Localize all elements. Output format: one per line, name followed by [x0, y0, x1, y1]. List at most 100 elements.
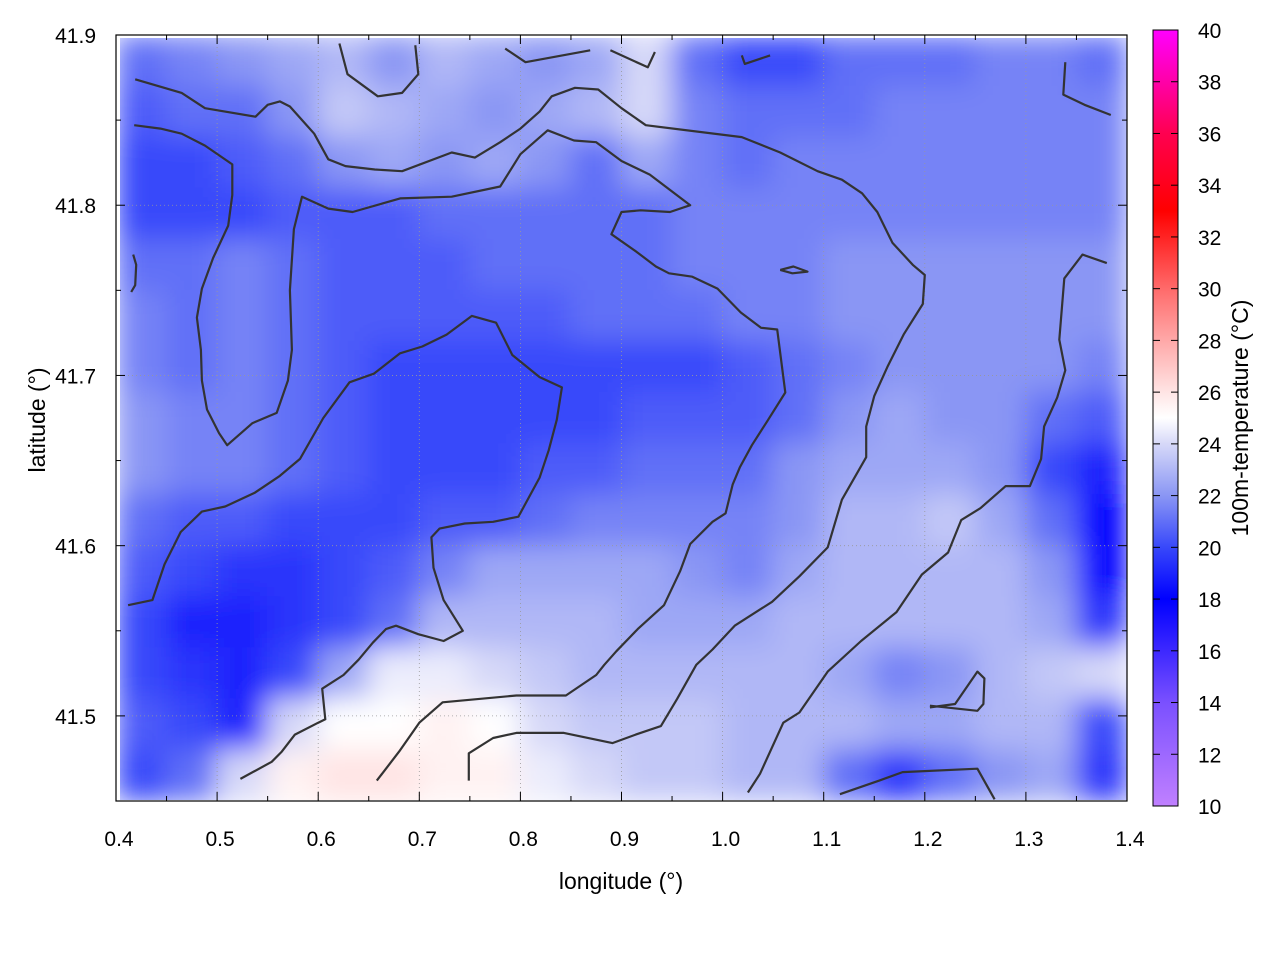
heatmap-cell	[570, 340, 622, 393]
heatmap-cell	[519, 596, 572, 649]
heatmap-cell	[823, 698, 875, 751]
contour-line	[1062, 62, 1112, 117]
heatmap-cell	[1075, 647, 1127, 700]
colorbar-tick-label: 20	[1198, 537, 1221, 560]
heatmap-cell	[823, 289, 875, 342]
heatmap-cell	[267, 391, 319, 445]
heatmap-cell	[317, 340, 370, 393]
heatmap-cell	[120, 647, 168, 700]
colorbar-tick-label: 40	[1198, 20, 1221, 43]
heatmap-cell	[120, 85, 168, 138]
heatmap-cell	[772, 187, 825, 240]
heatmap-cell	[671, 391, 724, 445]
heatmap-cell	[924, 749, 976, 800]
heatmap-cell	[722, 391, 774, 445]
heatmap-cell	[216, 545, 269, 598]
x-tick-label: 1.2	[913, 828, 942, 851]
heatmap-cell	[267, 136, 319, 189]
heatmap-cell	[621, 698, 673, 751]
heatmap-cell	[368, 238, 420, 291]
x-tick-label: 1.1	[812, 828, 841, 851]
heatmap-cell	[267, 596, 319, 649]
x-tick-label: 0.9	[610, 828, 639, 851]
x-tick-label: 1.4	[1115, 828, 1145, 851]
heatmap-cell	[873, 647, 926, 700]
heatmap-cell	[570, 545, 622, 598]
heatmap-cell	[974, 340, 1027, 393]
heatmap-cell	[974, 38, 1027, 87]
heatmap-cell	[924, 136, 976, 189]
heatmap-cell	[722, 187, 774, 240]
heatmap-cell	[772, 38, 825, 87]
heatmap-cell	[1025, 443, 1077, 496]
heatmap-cell	[267, 289, 319, 342]
contour-line	[127, 314, 564, 780]
heatmap-cell	[772, 698, 825, 751]
heatmap-cell	[216, 596, 269, 649]
contour-line	[504, 47, 591, 64]
colorbar-tick-label: 22	[1198, 486, 1221, 509]
heatmap-cell	[570, 391, 622, 445]
heatmap-cell	[469, 289, 521, 342]
heatmap-cell	[873, 749, 926, 800]
colorbar	[1152, 29, 1179, 807]
contour-line	[929, 670, 986, 712]
heatmap-cell	[267, 698, 319, 751]
heatmap-cell	[166, 136, 218, 189]
heatmap-cell	[469, 698, 521, 751]
heatmap-cell	[974, 136, 1027, 189]
heatmap-cell	[469, 545, 521, 598]
heatmap-cell	[570, 443, 622, 496]
heatmap-cell	[671, 38, 724, 87]
heatmap-cell	[974, 187, 1027, 240]
heatmap-cell	[823, 545, 875, 598]
colorbar-tick-label: 10	[1198, 796, 1221, 819]
heatmap-cell	[519, 38, 572, 87]
heatmap-cell	[924, 187, 976, 240]
heatmap-cell	[722, 647, 774, 700]
heatmap-cell	[974, 494, 1027, 547]
heatmap-cell	[722, 494, 774, 547]
heatmap-cell	[166, 647, 218, 700]
heatmap-cell	[873, 85, 926, 138]
heatmap-cell	[772, 289, 825, 342]
heatmap-cell	[621, 136, 673, 189]
heatmap-cell	[873, 596, 926, 649]
x-tick-label: 0.4	[104, 828, 134, 851]
colorbar-tick-label: 16	[1198, 641, 1221, 664]
heatmap-cell	[772, 647, 825, 700]
contour-line	[839, 767, 996, 800]
heatmap-cell	[722, 238, 774, 291]
heatmap-cell	[570, 38, 622, 87]
heatmap-cell	[519, 85, 572, 138]
heatmap-cell	[570, 494, 622, 547]
heatmap-cell	[519, 749, 572, 800]
heatmap-cell	[1075, 698, 1127, 751]
colorbar-tick-label: 36	[1198, 123, 1221, 146]
heatmap-cell	[1075, 545, 1127, 598]
heatmap-cell	[267, 443, 319, 496]
heatmap-cell	[873, 289, 926, 342]
heatmap-cell	[120, 38, 168, 87]
heatmap-cell	[317, 749, 370, 800]
heatmap-cell	[974, 238, 1027, 291]
colorbar-tick-label: 34	[1198, 175, 1222, 198]
heatmap-cell	[469, 38, 521, 87]
heatmap-cell	[924, 596, 976, 649]
heatmap-cell	[166, 698, 218, 751]
heatmap-cell	[873, 545, 926, 598]
heatmap-cell	[722, 545, 774, 598]
heatmap-cell	[1075, 443, 1127, 496]
heatmap-cell	[1075, 596, 1127, 649]
heatmap-cell	[1075, 187, 1127, 240]
heatmap-cell	[974, 545, 1027, 598]
heatmap-cell	[772, 494, 825, 547]
heatmap-cell	[1075, 289, 1127, 342]
x-tick-label: 1.3	[1014, 828, 1043, 851]
colorbar-tick-label: 26	[1198, 382, 1221, 405]
heatmap-cell	[317, 443, 370, 496]
heatmap-cell	[1075, 391, 1127, 445]
heatmap-cell	[166, 238, 218, 291]
heatmap-cell	[873, 494, 926, 547]
y-tick-label: 41.9	[55, 25, 96, 48]
